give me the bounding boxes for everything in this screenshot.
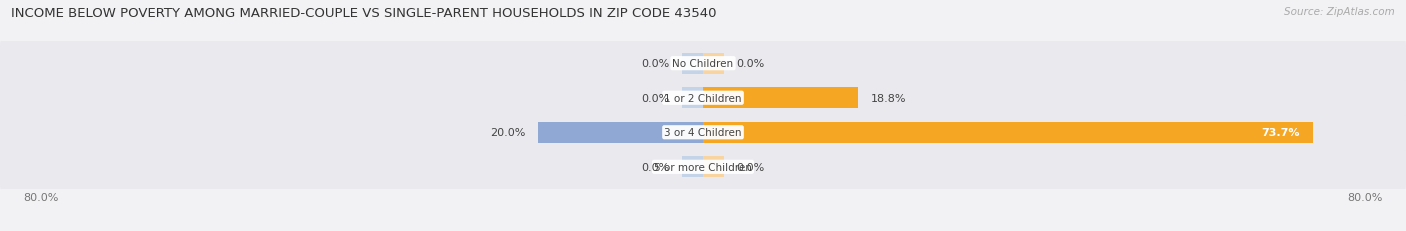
Bar xyxy=(703,156,724,178)
Text: 20.0%: 20.0% xyxy=(489,128,526,138)
Text: 0.0%: 0.0% xyxy=(641,162,669,172)
Text: 3 or 4 Children: 3 or 4 Children xyxy=(664,128,742,138)
Text: No Children: No Children xyxy=(672,59,734,69)
FancyBboxPatch shape xyxy=(0,137,1406,198)
Text: 5 or more Children: 5 or more Children xyxy=(654,162,752,172)
FancyBboxPatch shape xyxy=(0,68,1406,129)
Text: 0.0%: 0.0% xyxy=(737,162,765,172)
Bar xyxy=(537,122,703,143)
Text: 18.8%: 18.8% xyxy=(870,93,907,103)
Text: 0.0%: 0.0% xyxy=(641,59,669,69)
Text: 1 or 2 Children: 1 or 2 Children xyxy=(664,93,742,103)
Bar xyxy=(703,53,724,75)
Text: 0.0%: 0.0% xyxy=(737,59,765,69)
Bar xyxy=(703,122,1313,143)
Bar xyxy=(682,156,703,178)
Text: 0.0%: 0.0% xyxy=(641,93,669,103)
Text: Source: ZipAtlas.com: Source: ZipAtlas.com xyxy=(1284,7,1395,17)
Bar xyxy=(703,88,859,109)
Bar xyxy=(682,53,703,75)
FancyBboxPatch shape xyxy=(0,102,1406,163)
FancyBboxPatch shape xyxy=(0,33,1406,94)
Text: 73.7%: 73.7% xyxy=(1261,128,1301,138)
Text: INCOME BELOW POVERTY AMONG MARRIED-COUPLE VS SINGLE-PARENT HOUSEHOLDS IN ZIP COD: INCOME BELOW POVERTY AMONG MARRIED-COUPL… xyxy=(11,7,717,20)
Bar xyxy=(682,88,703,109)
